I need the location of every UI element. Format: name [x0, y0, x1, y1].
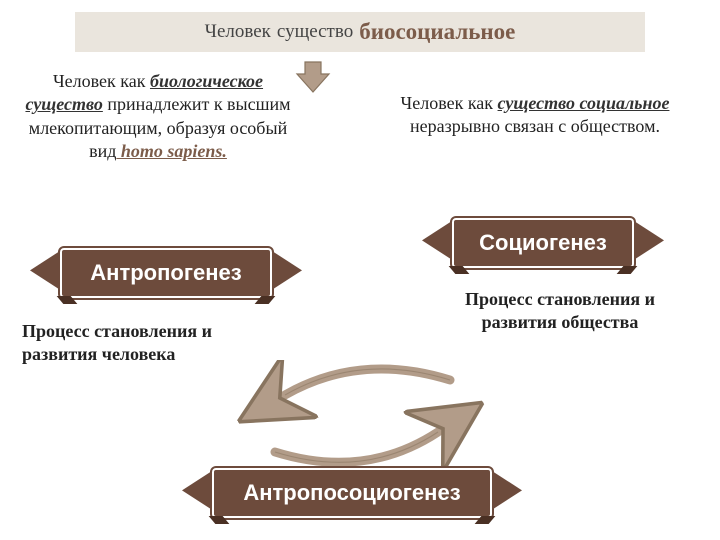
title-word-3: биосоциальное	[359, 19, 515, 45]
right-post: неразрывно связан с обществом.	[410, 116, 660, 136]
right-description: Человек как существо социальное неразрыв…	[380, 92, 690, 139]
ribbon-tail-icon	[630, 218, 664, 262]
ribbon-final-label: Антропосоциогенез	[243, 480, 460, 505]
ribbon-anthropogenesis: Антропогенез	[60, 248, 272, 298]
left-description: Человек как биологическое существо прина…	[18, 70, 298, 164]
ribbon-fold-icon	[617, 266, 638, 274]
ribbon-socio-label: Социогенез	[479, 230, 607, 255]
right-pre: Человек как	[401, 93, 498, 113]
ribbon-anthroposociogenesis: Антропосоциогенез	[212, 468, 492, 518]
ribbon-fold-icon	[255, 296, 276, 304]
ribbon-fold-icon	[209, 516, 230, 524]
right-em: существо социальное	[498, 93, 670, 113]
left-pre: Человек как	[53, 71, 150, 91]
process-right-text: Процесс становления и развития общества	[430, 288, 690, 333]
ribbon-fold-icon	[475, 516, 496, 524]
ribbon-sociogenesis: Социогенез	[452, 218, 634, 268]
down-arrow-icon	[295, 58, 331, 94]
title-word-2: существо	[277, 21, 353, 43]
title-word-1: Человек	[205, 21, 271, 43]
ribbon-tail-icon	[488, 468, 522, 512]
homo-sapiens: homo sapiens.	[116, 141, 227, 161]
process-left-text: Процесс становления и развития человека	[22, 320, 282, 365]
ribbon-tail-icon	[182, 468, 216, 512]
converge-arrows-icon	[230, 360, 490, 470]
ribbon-tail-icon	[422, 218, 456, 262]
ribbon-tail-icon	[30, 248, 64, 292]
ribbon-fold-icon	[449, 266, 470, 274]
ribbon-anthro-label: Антропогенез	[90, 260, 241, 285]
ribbon-tail-icon	[268, 248, 302, 292]
ribbon-fold-icon	[57, 296, 78, 304]
title-bar: Человек существо биосоциальное	[75, 12, 645, 52]
